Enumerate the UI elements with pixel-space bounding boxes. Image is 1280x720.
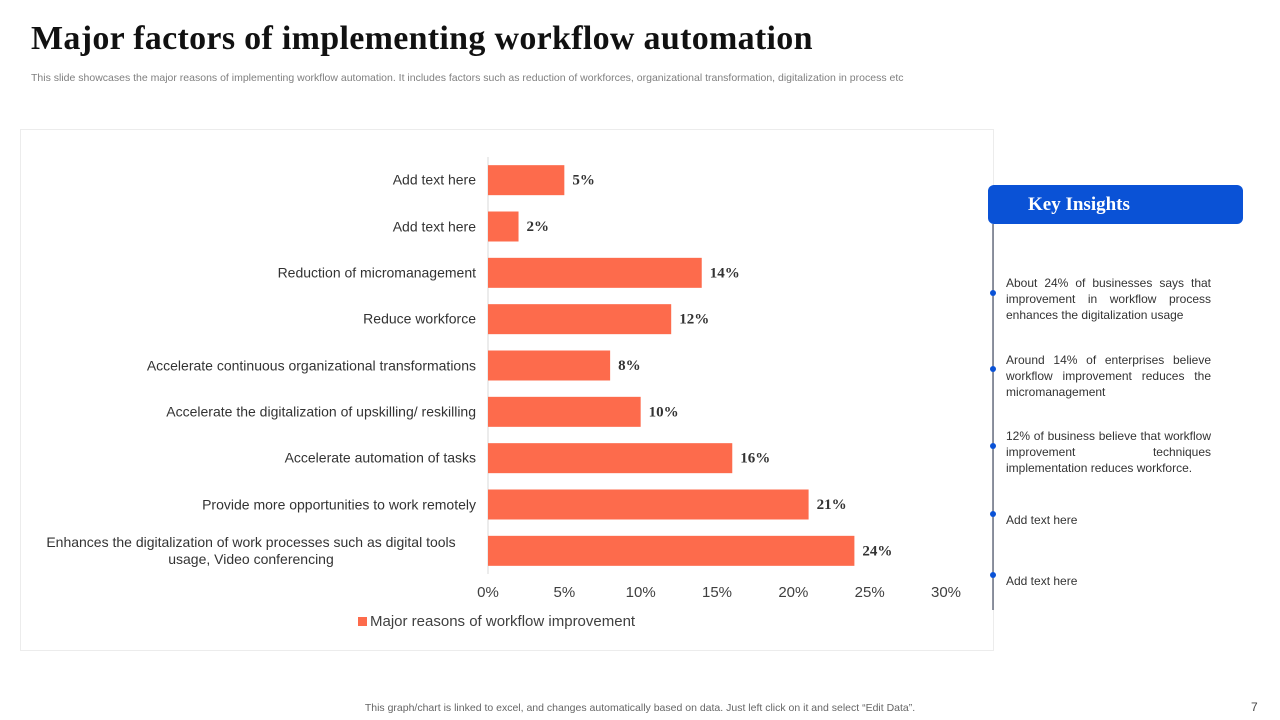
insight-text: 12% of business believe that workflow im… (1006, 429, 1211, 475)
insight-text: About 24% of businesses says that improv… (1006, 276, 1211, 322)
y-tick-label: Add text here (392, 218, 476, 234)
y-tick-label: Reduction of micromanagement (277, 264, 476, 281)
timeline-dot (990, 290, 996, 296)
bar (488, 350, 611, 381)
bar (488, 304, 672, 335)
x-tick-label: 0% (477, 584, 499, 601)
page-number: 7 (1251, 700, 1258, 714)
x-tick-label: 10% (626, 584, 656, 601)
x-tick-label: 30% (931, 584, 961, 601)
insight-text: Add text here (1006, 513, 1078, 527)
slide-subtitle: This slide showcases the major reasons o… (31, 72, 904, 84)
timeline-dot (990, 443, 996, 449)
value-label: 16% (740, 451, 770, 467)
y-tick-label: Accelerate the digitalization of upskill… (166, 403, 476, 420)
insight-text: Add text here (1006, 574, 1078, 588)
value-label: 12% (679, 312, 709, 328)
y-tick-label: Enhances the digitalization of work proc… (46, 533, 456, 567)
bar (488, 535, 855, 566)
x-tick-label: 25% (855, 584, 885, 601)
bar (488, 165, 565, 196)
slide-title: Major factors of implementing workflow a… (31, 20, 813, 57)
timeline-dot (990, 572, 996, 578)
legend-label: Major reasons of workflow improvement (370, 613, 636, 630)
bar (488, 396, 641, 427)
value-label: 24% (862, 543, 892, 559)
insight-text: Around 14% of enterprises believe workfl… (1006, 353, 1211, 399)
value-label: 2% (527, 219, 550, 235)
y-tick-label: Add text here (392, 171, 476, 188)
bar (488, 489, 809, 520)
value-label: 14% (710, 265, 740, 281)
timeline-dot (990, 511, 996, 517)
x-tick-label: 15% (702, 584, 732, 601)
x-tick-label: 20% (778, 584, 808, 601)
value-label: 5% (572, 173, 595, 189)
y-tick-label: Provide more opportunities to work remot… (202, 496, 476, 512)
y-tick-label: Accelerate continuous organizational tra… (146, 357, 476, 373)
x-tick-label: 5% (553, 584, 575, 601)
legend-swatch (358, 617, 367, 626)
value-label: 8% (618, 358, 641, 374)
insights-header: Key Insights (988, 185, 1243, 224)
value-label: 10% (649, 404, 679, 420)
footer-note: This graph/chart is linked to excel, and… (364, 702, 916, 714)
timeline-dot (990, 366, 996, 372)
value-label: 21% (817, 497, 847, 513)
bar (488, 211, 519, 242)
bar (488, 257, 702, 288)
bar (488, 443, 733, 474)
y-tick-label: Accelerate automation of tasks (284, 449, 476, 466)
y-tick-label: Reduce workforce (363, 310, 476, 327)
